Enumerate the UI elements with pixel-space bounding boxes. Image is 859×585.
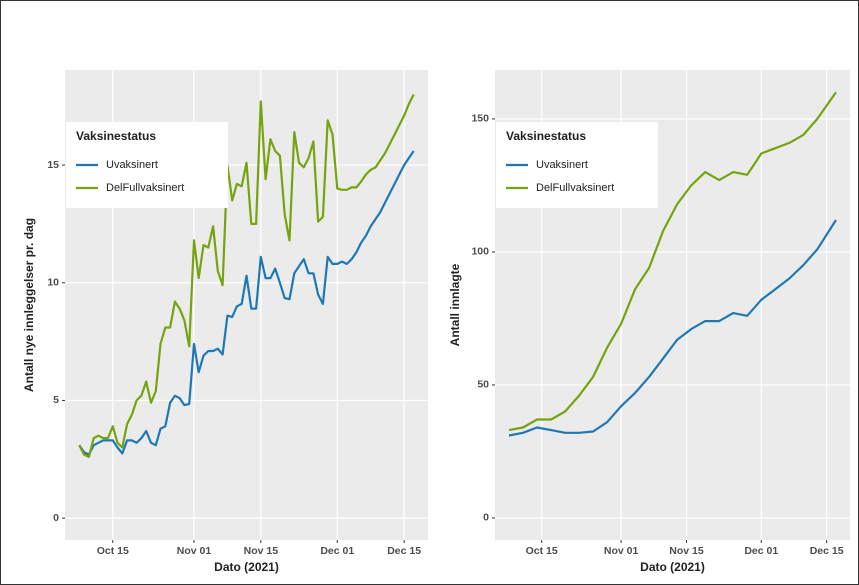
- legend-title: Vaksinestatus: [506, 129, 586, 143]
- y-tick-label: 150: [471, 113, 489, 125]
- legend-label: DelFullvaksinert: [536, 182, 614, 194]
- data-line: [78, 150, 415, 456]
- y-tick-label: 0: [483, 512, 489, 524]
- x-tick-label: Dec 15: [387, 545, 421, 557]
- x-tick-label: Dec 15: [810, 545, 844, 557]
- x-tick-label: Nov 15: [244, 545, 279, 557]
- x-axis-title: Dato (2021): [214, 560, 279, 574]
- x-tick-label: Dec 01: [744, 545, 778, 557]
- x-axis-title: Dato (2021): [640, 560, 705, 574]
- y-tick-label: 10: [47, 277, 59, 289]
- x-tick-label: Oct 15: [526, 545, 558, 557]
- x-tick-label: Nov 15: [669, 545, 704, 557]
- y-axis-title: Antall nye innleggelser pr. dag: [22, 218, 36, 392]
- x-tick-label: Oct 15: [97, 545, 129, 557]
- y-tick-label: 0: [53, 512, 59, 524]
- legend-title: Vaksinestatus: [76, 129, 156, 143]
- legend-label: DelFullvaksinert: [106, 182, 184, 194]
- data-line: [78, 93, 415, 458]
- y-tick-label: 50: [477, 379, 489, 391]
- data-line: [508, 91, 837, 432]
- data-line: [508, 219, 837, 437]
- x-tick-label: Nov 01: [177, 545, 212, 557]
- x-tick-label: Nov 01: [604, 545, 639, 557]
- y-tick-label: 100: [471, 246, 489, 258]
- y-axis-title: Antall innlagte: [448, 263, 462, 346]
- y-tick-label: 15: [47, 159, 59, 171]
- legend-label: Uvaksinert: [106, 159, 158, 171]
- x-tick-label: Dec 01: [320, 545, 354, 557]
- y-tick-label: 5: [53, 394, 59, 406]
- legend-label: Uvaksinert: [536, 159, 588, 171]
